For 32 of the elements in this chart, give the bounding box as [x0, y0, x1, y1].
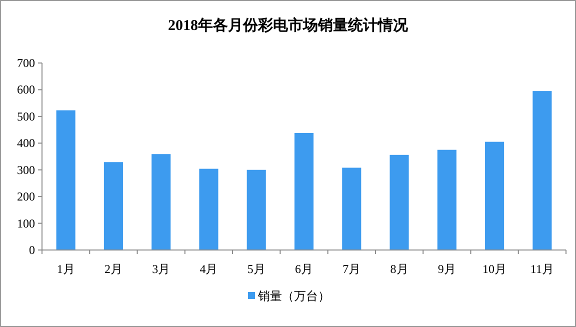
x-tick-label: 5月	[247, 262, 266, 276]
y-tick-label: 0	[29, 243, 35, 257]
y-tick-label: 100	[17, 216, 35, 230]
y-tick-label: 300	[17, 162, 35, 177]
bar	[485, 142, 504, 250]
chart-title: 2018年各月份彩电市场销量统计情况	[168, 16, 409, 34]
x-tick-label: 7月	[342, 262, 361, 276]
x-tick-label: 9月	[438, 262, 456, 276]
bar	[56, 110, 76, 250]
bar	[390, 154, 409, 250]
x-tick-label: 11月	[530, 262, 554, 276]
bar	[437, 150, 456, 250]
bar	[199, 168, 218, 250]
y-tick-label: 400	[17, 136, 35, 150]
bar	[152, 154, 171, 250]
bar	[532, 91, 552, 250]
y-tick-label: 500	[17, 109, 35, 124]
y-tick-label: 600	[17, 82, 35, 97]
bar	[104, 162, 123, 250]
x-tick-label: 1月	[56, 262, 75, 276]
bar	[246, 170, 266, 250]
bar	[342, 168, 362, 250]
x-tick-label: 4月	[200, 262, 218, 276]
legend-label: 销量（万台）	[257, 289, 330, 303]
x-tick-label: 8月	[390, 262, 408, 276]
y-tick-label: 700	[17, 56, 35, 70]
x-tick-label: 3月	[152, 262, 170, 276]
x-tick-label: 6月	[295, 262, 313, 276]
x-tick-label: 10月	[482, 262, 507, 276]
x-tick-label: 2月	[104, 262, 122, 276]
bar	[294, 132, 314, 250]
y-tick-label: 200	[17, 190, 35, 204]
